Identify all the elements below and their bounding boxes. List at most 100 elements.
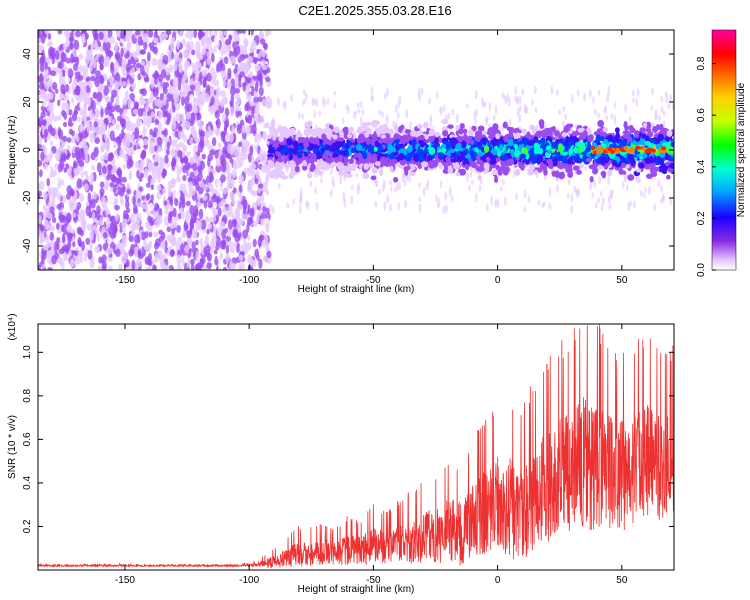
heatmap-cell [516,95,519,104]
heatmap-cell [269,97,273,108]
heatmap-cell [88,62,93,72]
heatmap-cell [192,228,198,239]
heatmap-cell [261,64,268,71]
heatmap-cell [89,240,93,251]
heatmap-cell [175,176,182,183]
heatmap-cell [121,69,128,77]
heatmap-cell [197,112,202,121]
heatmap-cell [157,162,163,174]
heatmap-cell [231,170,238,179]
heatmap-cell [140,49,146,55]
heatmap-cell [61,233,66,244]
heatmap-cell [425,183,429,192]
heatmap-cell [597,197,600,204]
heatmap-cell [142,111,147,118]
heatmap-cell [183,96,190,105]
heatmap-cell [199,237,204,248]
heatmap-cell [58,76,63,86]
heatmap-cell [50,169,57,178]
heatmap-cell [217,196,221,203]
heatmap-cell [143,239,147,250]
heatmap-cell [448,186,452,197]
heatmap-cell [39,63,45,73]
heatmap-cell [111,164,118,173]
heatmap-cell [154,118,159,124]
heatmap-cell [229,86,236,96]
heatmap-cell [185,200,191,207]
heatmap-cell [78,159,85,168]
heatmap-cell [148,42,154,48]
heatmap-cell [41,49,45,59]
heatmap-cell [205,215,209,223]
heatmap-cell [168,264,175,270]
heatmap-cell [258,208,262,216]
heatmap-cell [453,163,460,170]
heatmap-cell [104,139,111,146]
heatmap-cell [233,148,239,158]
heatmap-cell [52,187,59,198]
heatmap-cell [106,246,113,255]
heatmap-cell [437,202,440,209]
heatmap-cell [82,65,89,74]
heatmap-cell [176,224,181,233]
heatmap-cell [138,138,145,148]
heatmap-cell [233,68,237,75]
heatmap-cell [383,201,387,211]
heatmap-cell [357,108,361,114]
heatmap-cell [91,164,96,171]
heatmap-cell [252,220,258,228]
heatmap-cell [98,118,104,127]
heatmap-cell [459,168,467,176]
heatmap-cell [396,182,399,192]
heatmap-cell [185,111,192,120]
heatmap-cell [229,245,235,254]
heatmap-cell [594,202,598,209]
heatmap-cell [650,104,654,112]
heatmap-cell [202,195,208,201]
heatmap-cell [451,108,455,117]
heatmap-cell [261,98,267,106]
heatmap-cell [165,30,172,36]
heatmap-cell [422,187,426,197]
heatmap-cell [67,251,72,257]
heatmap-cell [150,145,155,155]
heatmap-cell [161,187,166,195]
heatmap-cell [121,176,127,183]
heatmap-cell [39,224,45,231]
heatmap-cell [128,235,134,242]
heatmap-cell [222,112,227,122]
heatmap-cell [172,93,177,100]
heatmap-cell [326,97,330,106]
heatmap-cell [176,40,180,50]
heatmap-cell [265,223,270,234]
heatmap-cell [51,53,56,65]
heatmap-cell [361,109,365,116]
heatmap-cell [241,125,246,134]
heatmap-cell [72,78,78,86]
heatmap-cell [105,144,110,153]
heatmap-cell [266,250,272,259]
heatmap-cell [244,125,250,135]
heatmap-cell [217,207,222,217]
heatmap-cell [41,253,45,265]
heatmap-cell [122,164,127,170]
heatmap-cell [204,35,210,45]
heatmap-cell [439,180,443,189]
heatmap-cell [521,88,525,96]
heatmap-cell [112,184,117,194]
heatmap-cell [40,90,47,100]
heatmap-cell [469,165,473,175]
heatmap-cell [206,262,212,269]
heatmap-cell [629,200,632,207]
heatmap-cell [170,147,176,159]
heatmap-cell [639,189,643,197]
heatmap-cell [587,135,593,143]
heatmap-cell [223,56,229,65]
heatmap-cell [160,262,167,270]
heatmap-cell [657,115,661,122]
heatmap-cell [234,94,240,100]
heatmap-cell [121,255,127,265]
heatmap-cell [109,130,115,142]
heatmap-cell [244,63,250,72]
heatmap-cell [192,178,198,187]
